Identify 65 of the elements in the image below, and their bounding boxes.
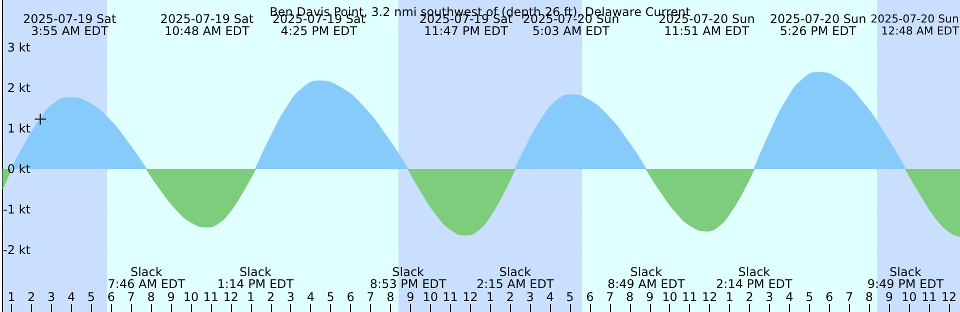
- annotation: Slack 8:53 PM EDT: [370, 265, 447, 291]
- x-tick-label: 10: [422, 290, 438, 304]
- x-tick-label: 7: [606, 290, 614, 304]
- x-tick-label: 2: [746, 290, 754, 304]
- x-tick-label: 12: [941, 290, 957, 304]
- x-tick-label: 1: [8, 290, 16, 304]
- x-tick-label: 4: [786, 290, 794, 304]
- x-tick-label: 5: [566, 290, 574, 304]
- x-tick-label: 11: [921, 290, 937, 304]
- x-tick-label: 3: [47, 290, 56, 304]
- x-tick-label: 9: [406, 290, 414, 304]
- x-tick-label: 11: [682, 290, 698, 304]
- y-tick-label: -1 kt: [2, 202, 31, 216]
- x-tick-label: 3: [766, 290, 774, 304]
- annotation: 2025-07-20 Sun 12:48 AM EDT: [870, 12, 960, 38]
- x-tick-label: 1: [246, 290, 255, 304]
- x-tick-label: 10: [183, 290, 199, 304]
- y-tick-label: -2 kt: [2, 243, 31, 258]
- x-tick-label: 3: [526, 290, 534, 304]
- x-tick-label: 4: [306, 290, 314, 304]
- y-tick-label: 0 kt: [7, 162, 31, 176]
- annotation: Slack 7:46 AM EDT: [108, 265, 186, 291]
- x-tick-label: 4: [67, 290, 76, 304]
- x-tick-label: 3: [286, 290, 295, 304]
- x-tick-label: 10: [901, 290, 917, 304]
- x-tick-label: 6: [826, 290, 834, 304]
- x-tick-label: 4: [546, 290, 554, 304]
- x-tick-label: 8: [386, 290, 394, 304]
- x-tick-label: 9: [167, 290, 175, 304]
- x-tick-label: 7: [127, 290, 135, 304]
- annotation: Slack 2:15 AM EDT: [476, 265, 554, 291]
- x-tick-label: 12: [223, 290, 238, 304]
- y-tick-label: 2 kt: [7, 80, 31, 95]
- x-tick-label: 5: [326, 290, 334, 304]
- x-tick-label: 9: [885, 290, 893, 304]
- annotation: 2025-07-19 Sat 10:48 AM EDT: [160, 12, 254, 38]
- x-tick-label: 11: [203, 290, 219, 304]
- annotation: 2025-07-19 Sat 3:55 AM EDT: [22, 12, 116, 38]
- x-tick-label: 7: [366, 290, 374, 304]
- x-tick-label: 5: [87, 290, 96, 304]
- x-tick-label: 12: [462, 290, 478, 304]
- x-tick-label: 8: [147, 290, 155, 304]
- x-tick-label: 12: [702, 290, 718, 304]
- y-tick-label: 3 kt: [7, 40, 31, 54]
- x-tick-label: 2: [266, 290, 275, 304]
- x-tick-label: 2: [506, 290, 514, 304]
- x-tick-label: 6: [586, 290, 594, 304]
- x-tick-label: 7: [845, 290, 854, 304]
- x-tick-label: 6: [107, 290, 115, 304]
- x-tick-label: 5: [806, 290, 814, 304]
- x-tick-label: 11: [442, 290, 458, 304]
- x-tick-label: 8: [626, 290, 634, 304]
- annotation: 2025-07-20 Sun 5:26 PM EDT: [770, 12, 866, 38]
- x-tick-label: 9: [646, 290, 654, 304]
- x-tick-label: 8: [865, 290, 874, 304]
- x-tick-label: 2: [28, 290, 36, 304]
- x-tick-label: 10: [662, 290, 678, 304]
- annotation: Slack 1:14 PM EDT: [217, 265, 294, 291]
- annotation: Slack 9:49 PM EDT: [867, 265, 944, 291]
- annotation: Slack 8:49 AM EDT: [607, 265, 686, 291]
- x-tick-label: 6: [346, 290, 354, 304]
- x-tick-label: 1: [486, 290, 494, 304]
- y-tick-label: 1 kt: [7, 121, 31, 136]
- x-tick-label: 1: [726, 290, 734, 304]
- annotation: Slack 2:14 PM EDT: [716, 265, 794, 291]
